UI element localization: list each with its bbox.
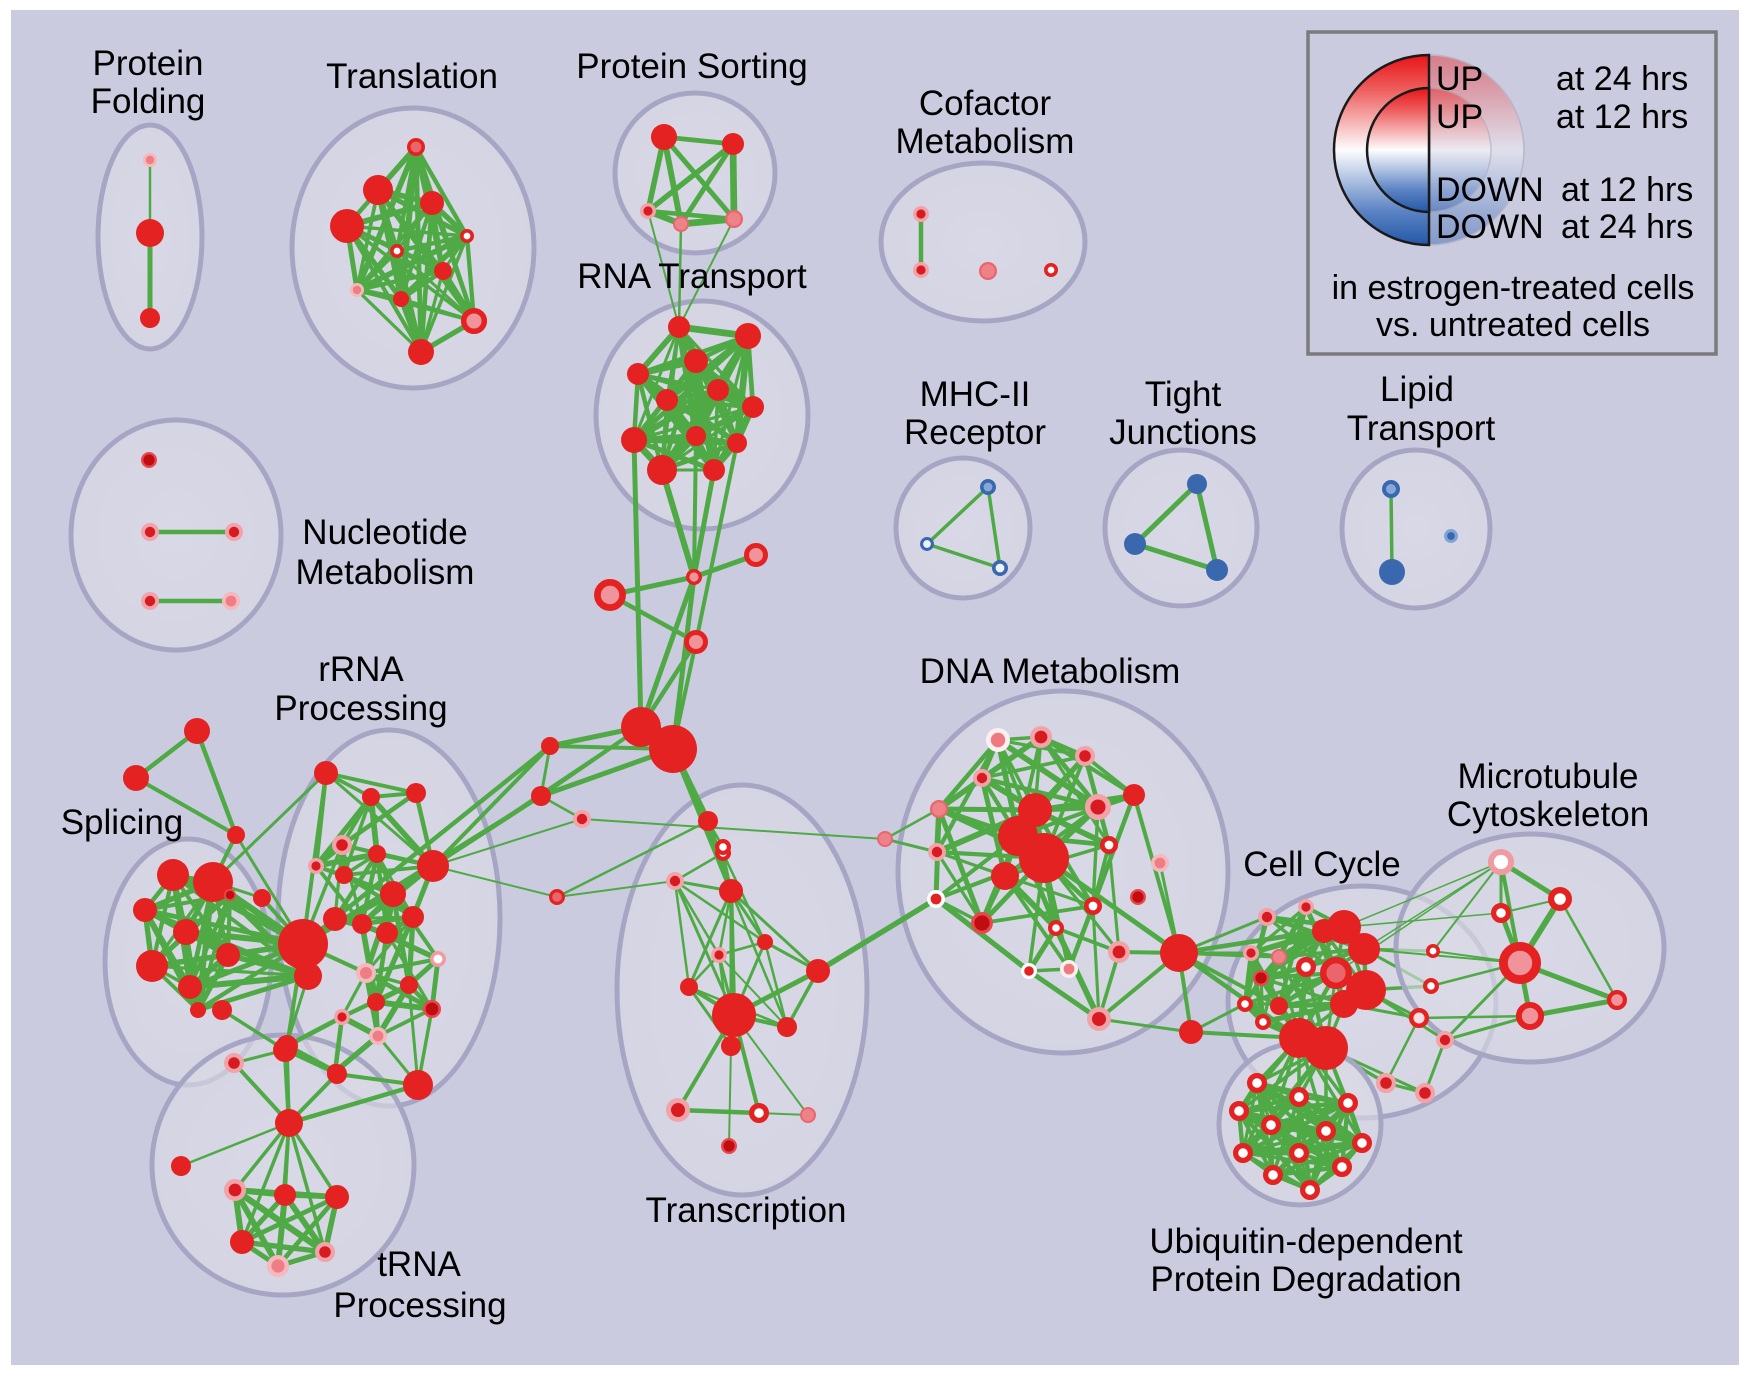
svg-text:Microtubule: Microtubule bbox=[1458, 757, 1639, 796]
svg-text:Processing: Processing bbox=[274, 689, 447, 728]
svg-text:Cofactor: Cofactor bbox=[919, 84, 1052, 123]
svg-text:Cell Cycle: Cell Cycle bbox=[1243, 845, 1401, 884]
svg-text:UP: UP bbox=[1436, 98, 1483, 136]
svg-text:DNA Metabolism: DNA Metabolism bbox=[920, 652, 1181, 691]
svg-text:Folding: Folding bbox=[91, 82, 206, 121]
svg-text:Tight: Tight bbox=[1145, 375, 1222, 414]
svg-text:RNA Transport: RNA Transport bbox=[577, 257, 807, 296]
svg-text:MHC-II: MHC-II bbox=[920, 375, 1031, 414]
svg-text:DOWN: DOWN bbox=[1436, 171, 1544, 209]
svg-text:rRNA: rRNA bbox=[318, 650, 404, 689]
svg-text:at 12 hrs: at 12 hrs bbox=[1561, 171, 1693, 209]
svg-text:Protein Degradation: Protein Degradation bbox=[1150, 1260, 1461, 1299]
svg-text:Metabolism: Metabolism bbox=[896, 122, 1075, 161]
svg-text:vs. untreated cells: vs. untreated cells bbox=[1376, 306, 1650, 344]
svg-text:at 24 hrs: at 24 hrs bbox=[1561, 208, 1693, 246]
svg-text:UP: UP bbox=[1436, 60, 1483, 98]
svg-text:Protein Sorting: Protein Sorting bbox=[576, 47, 808, 86]
svg-text:DOWN: DOWN bbox=[1436, 208, 1544, 246]
svg-text:Transcription: Transcription bbox=[646, 1191, 847, 1230]
svg-text:tRNA: tRNA bbox=[377, 1245, 461, 1284]
svg-text:Processing: Processing bbox=[333, 1286, 506, 1325]
svg-text:Splicing: Splicing bbox=[61, 803, 184, 842]
svg-text:Metabolism: Metabolism bbox=[296, 553, 475, 592]
svg-text:Receptor: Receptor bbox=[904, 413, 1046, 452]
svg-text:Translation: Translation bbox=[326, 57, 498, 96]
svg-text:Lipid: Lipid bbox=[1380, 370, 1454, 409]
svg-text:Nucleotide: Nucleotide bbox=[302, 513, 467, 552]
svg-text:Transport: Transport bbox=[1347, 409, 1496, 448]
svg-text:Protein: Protein bbox=[93, 44, 204, 83]
svg-text:at 24 hrs: at 24 hrs bbox=[1556, 60, 1688, 98]
svg-text:in estrogen-treated cells: in estrogen-treated cells bbox=[1332, 269, 1695, 307]
svg-text:at 12 hrs: at 12 hrs bbox=[1556, 98, 1688, 136]
svg-text:Ubiquitin-dependent: Ubiquitin-dependent bbox=[1149, 1222, 1463, 1261]
svg-text:Junctions: Junctions bbox=[1109, 413, 1257, 452]
svg-text:Cytoskeleton: Cytoskeleton bbox=[1447, 795, 1649, 834]
